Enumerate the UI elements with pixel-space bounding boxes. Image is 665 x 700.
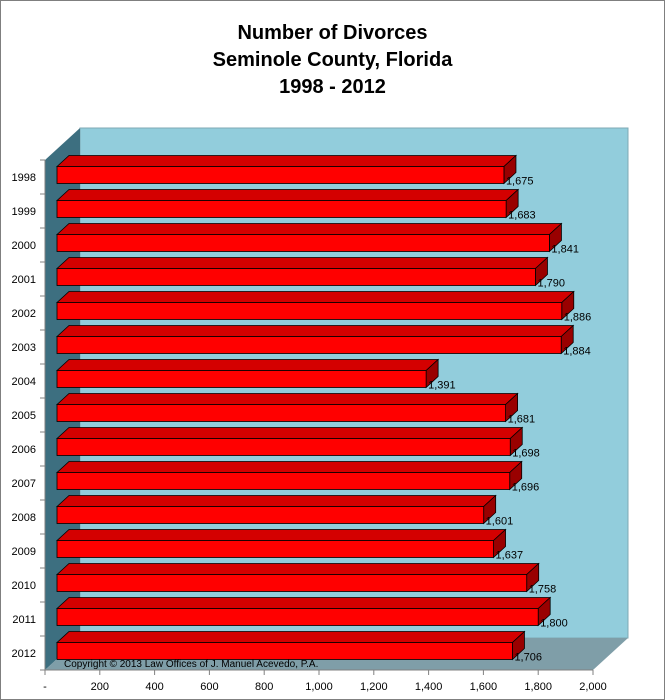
y-category-label: 2010: [12, 580, 36, 592]
bar-value-label: 1,841: [551, 244, 579, 256]
bar-value-label: 1,790: [537, 278, 565, 290]
x-tick-label: 2,000: [579, 681, 607, 693]
y-category-label: 2004: [12, 376, 36, 388]
y-category-label: 2001: [12, 274, 36, 286]
bar: [56, 540, 494, 558]
bar: [56, 166, 505, 184]
bar-top-face: [55, 155, 517, 167]
bar: [56, 574, 528, 592]
bar-value-label: 1,886: [564, 312, 592, 324]
x-tick-label: 600: [200, 681, 218, 693]
bar: [56, 404, 506, 422]
x-tick-label: 1,200: [360, 681, 388, 693]
bar-top-face: [55, 631, 526, 643]
bar: [56, 608, 539, 626]
bar-top-face: [55, 427, 524, 439]
bar-value-label: 1,698: [512, 448, 540, 460]
bar-top-face: [55, 223, 563, 235]
y-category-label: 2002: [12, 308, 36, 320]
bar-top-face: [55, 291, 575, 303]
bar: [56, 268, 536, 286]
bar-value-label: 1,391: [428, 380, 456, 392]
y-category-label: 2008: [12, 512, 36, 524]
bar: [56, 438, 511, 456]
y-category-label: 2009: [12, 546, 36, 558]
x-tick-label: -: [43, 681, 47, 693]
bar-top-face: [55, 359, 440, 371]
bar: [56, 302, 563, 320]
bar-top-face: [55, 393, 519, 405]
chart-title: Number of Divorces Seminole County, Flor…: [0, 20, 665, 101]
x-tick-label: 1,800: [524, 681, 552, 693]
y-category-label: 2006: [12, 444, 36, 456]
bar: [56, 370, 427, 388]
bar-value-label: 1,675: [506, 176, 534, 188]
x-tick-label: 1,400: [415, 681, 443, 693]
bar: [56, 642, 513, 660]
bar-value-label: 1,706: [514, 652, 542, 664]
bar-top-face: [55, 461, 523, 473]
bar-value-label: 1,696: [512, 482, 540, 494]
chart-title-line-1: Number of Divorces: [237, 22, 428, 44]
bar-value-label: 1,637: [496, 550, 524, 562]
bar-value-label: 1,800: [540, 618, 568, 630]
bar-top-face: [55, 563, 540, 575]
bar-top-face: [55, 189, 520, 201]
bar-value-label: 1,683: [508, 210, 536, 222]
bar-top-face: [55, 257, 549, 269]
y-category-label: 2012: [12, 648, 36, 660]
bar-top-face: [55, 529, 507, 541]
bar-value-label: 1,601: [486, 516, 514, 528]
bar: [56, 200, 507, 218]
y-category-label: 2007: [12, 478, 36, 490]
x-tick-label: 200: [91, 681, 109, 693]
y-category-label: 2005: [12, 410, 36, 422]
bar-top-face: [55, 495, 497, 507]
y-category-label: 2011: [12, 614, 36, 626]
x-tick-label: 400: [145, 681, 163, 693]
x-tick-label: 800: [255, 681, 273, 693]
x-tick-label: 1,600: [470, 681, 498, 693]
y-category-label: 2000: [12, 240, 36, 252]
bar-value-label: 1,681: [508, 414, 536, 426]
bar-value-label: 1,884: [563, 346, 591, 358]
bar-top-face: [55, 325, 575, 337]
bar-value-label: 1,758: [529, 584, 557, 596]
bar-top-face: [55, 597, 552, 609]
bar: [56, 506, 485, 524]
x-tick-label: 1,000: [305, 681, 333, 693]
y-category-label: 1998: [12, 172, 36, 184]
bar: [56, 234, 550, 252]
bar: [56, 336, 562, 354]
y-category-label: 2003: [12, 342, 36, 354]
copyright-annotation: Copyright © 2013 Law Offices of J. Manue…: [64, 659, 318, 670]
y-category-label: 1999: [12, 206, 36, 218]
bar: [56, 472, 511, 490]
chart-title-line-3: 1998 - 2012: [279, 76, 386, 98]
chart-title-line-2: Seminole County, Florida: [212, 49, 453, 71]
